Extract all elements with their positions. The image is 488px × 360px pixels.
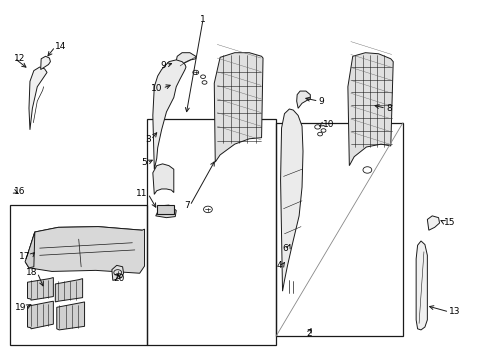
Polygon shape [415, 241, 427, 330]
Polygon shape [57, 302, 84, 330]
Polygon shape [25, 232, 35, 268]
Text: 3: 3 [145, 135, 151, 144]
Text: 9: 9 [161, 61, 166, 70]
Text: 10: 10 [151, 84, 162, 93]
Polygon shape [27, 278, 53, 300]
Text: 16: 16 [14, 187, 26, 196]
Text: 15: 15 [444, 218, 455, 227]
Text: 17: 17 [20, 252, 31, 261]
Text: 7: 7 [184, 201, 189, 210]
Polygon shape [26, 226, 144, 273]
Text: 9: 9 [318, 96, 324, 105]
Polygon shape [153, 60, 185, 169]
Text: 19: 19 [15, 303, 26, 312]
Polygon shape [176, 53, 195, 69]
Bar [147, 119, 276, 345]
Text: 13: 13 [448, 307, 460, 316]
Polygon shape [427, 216, 439, 230]
Polygon shape [296, 91, 310, 108]
Polygon shape [29, 67, 47, 130]
Text: 5: 5 [141, 158, 147, 167]
Text: 11: 11 [136, 189, 148, 198]
Text: 10: 10 [322, 120, 333, 129]
Text: 12: 12 [14, 54, 26, 63]
Polygon shape [27, 301, 53, 329]
Polygon shape [347, 53, 392, 166]
Text: 2: 2 [305, 329, 311, 338]
Polygon shape [112, 265, 123, 280]
Text: 6: 6 [282, 244, 288, 253]
Text: 4: 4 [276, 261, 282, 270]
Bar [157, 205, 173, 214]
Polygon shape [55, 279, 82, 302]
Text: 20: 20 [113, 274, 124, 283]
Text: 14: 14 [55, 42, 66, 51]
Bar [10, 205, 147, 345]
Polygon shape [41, 56, 50, 69]
Text: 18: 18 [26, 268, 37, 277]
Text: 1: 1 [200, 15, 205, 24]
Polygon shape [27, 226, 142, 255]
Polygon shape [156, 205, 176, 218]
Polygon shape [280, 109, 303, 291]
Text: 8: 8 [385, 104, 391, 113]
Polygon shape [214, 53, 263, 162]
Bar [276, 123, 402, 336]
Polygon shape [153, 164, 173, 194]
